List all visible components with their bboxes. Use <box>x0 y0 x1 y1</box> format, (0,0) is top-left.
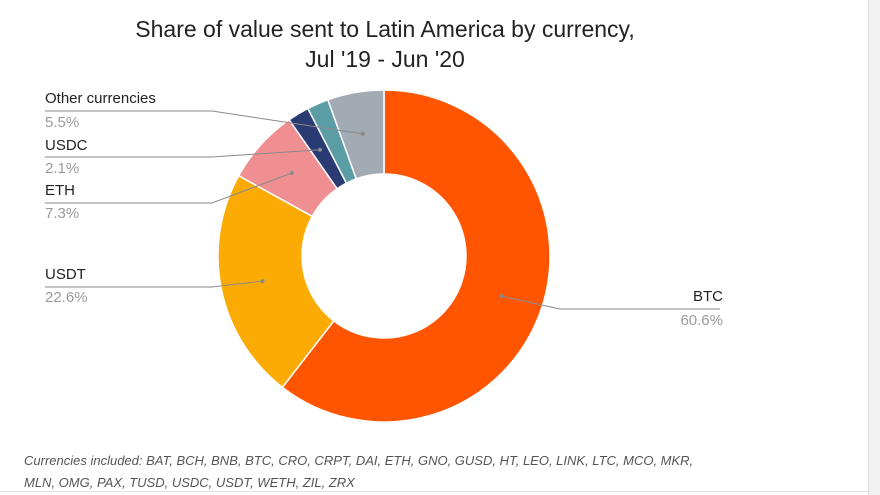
slice-other-currencies[interactable] <box>326 89 385 180</box>
leader-dot-eth <box>289 170 294 175</box>
leader-line-other-currencies <box>45 110 363 135</box>
label-eth-name: ETH <box>45 182 75 199</box>
footnote-line-1: Currencies included: BAT, BCH, BNB, BTC,… <box>24 453 694 468</box>
slice-btc[interactable] <box>281 89 551 423</box>
label-eth-pct: 7.3% <box>45 205 80 222</box>
window-edge <box>868 0 880 495</box>
label-usdt-name: USDT <box>45 266 86 283</box>
slices-layer <box>217 89 551 423</box>
leader-line-usdt <box>45 280 263 288</box>
label-usdt-pct: 22.6% <box>45 289 88 306</box>
leader-dot-usdc <box>317 147 322 152</box>
leader-line-eth <box>45 172 293 204</box>
leader-line-btc <box>501 295 720 310</box>
label-btc-name: BTC <box>693 288 723 305</box>
label-other-currencies-name: Other currencies <box>45 90 156 107</box>
label-usdc-pct: 2.1% <box>45 160 80 177</box>
leader-lines-layer <box>45 110 720 310</box>
leader-line-usdc <box>45 149 321 158</box>
label-other-currencies-pct: 5.5% <box>45 114 80 131</box>
footnote-line-2: MLN, OMG, PAX, TUSD, USDC, USDT, WETH, Z… <box>24 475 355 490</box>
leader-dot-other-currencies <box>360 131 365 136</box>
bottom-divider <box>0 491 868 492</box>
chart-subtitle: Jul '19 - Jun '20 <box>305 46 465 72</box>
label-btc-pct: 60.6% <box>680 312 723 329</box>
leader-dot-btc <box>499 294 504 299</box>
slice-usdt[interactable] <box>217 174 335 389</box>
label-usdc-name: USDC <box>45 137 88 154</box>
chart-title: Share of value sent to Latin America by … <box>135 16 635 42</box>
leader-dot-usdt <box>260 279 265 284</box>
